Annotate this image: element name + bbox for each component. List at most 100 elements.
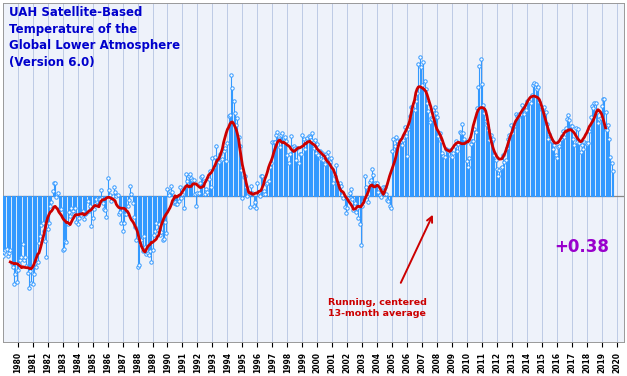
- Point: [85, 203, 95, 209]
- Point: [557, 133, 567, 139]
- Point: [169, 200, 179, 206]
- Point: [60, 238, 70, 244]
- Point: [221, 158, 231, 164]
- Point: [145, 248, 155, 254]
- Point: [121, 211, 131, 217]
- Point: [69, 211, 79, 217]
- Point: [589, 100, 599, 106]
- Point: [189, 177, 199, 183]
- Point: [594, 117, 604, 123]
- Point: [1, 246, 11, 252]
- Point: [286, 133, 296, 139]
- Point: [55, 206, 65, 212]
- Point: [364, 199, 374, 205]
- Point: [108, 193, 118, 199]
- Point: [41, 254, 51, 260]
- Point: [371, 182, 381, 188]
- Point: [186, 175, 196, 181]
- Point: [220, 144, 230, 150]
- Point: [165, 188, 175, 194]
- Point: [20, 254, 30, 260]
- Point: [584, 128, 594, 134]
- Point: [330, 173, 340, 179]
- Point: [422, 100, 432, 106]
- Point: [308, 145, 319, 151]
- Point: [303, 133, 314, 139]
- Point: [49, 180, 59, 186]
- Point: [0, 253, 8, 259]
- Point: [476, 56, 486, 62]
- Point: [216, 156, 226, 162]
- Point: [84, 208, 94, 214]
- Point: [3, 253, 13, 259]
- Text: UAH Satellite-Based
Temperature of the
Global Lower Atmosphere
(Version 6.0): UAH Satellite-Based Temperature of the G…: [9, 6, 180, 69]
- Point: [431, 110, 441, 116]
- Point: [229, 97, 239, 103]
- Point: [418, 59, 428, 65]
- Point: [524, 98, 534, 104]
- Point: [572, 139, 582, 145]
- Point: [507, 130, 517, 136]
- Point: [236, 167, 246, 173]
- Point: [82, 209, 92, 215]
- Point: [578, 146, 588, 152]
- Point: [462, 158, 472, 164]
- Point: [383, 198, 393, 204]
- Point: [561, 125, 571, 131]
- Point: [63, 221, 73, 227]
- Point: [433, 133, 443, 139]
- Point: [117, 220, 127, 226]
- Point: [34, 240, 44, 246]
- Point: [191, 203, 201, 209]
- Point: [19, 257, 29, 263]
- Point: [586, 114, 596, 120]
- Point: [246, 183, 256, 189]
- Point: [359, 198, 369, 204]
- Point: [93, 202, 103, 208]
- Point: [51, 194, 61, 200]
- Point: [522, 98, 532, 104]
- Point: [89, 206, 99, 212]
- Point: [74, 215, 84, 221]
- Point: [547, 138, 557, 144]
- Point: [482, 121, 492, 127]
- Point: [325, 159, 335, 165]
- Point: [443, 149, 453, 155]
- Point: [271, 132, 281, 138]
- Point: [204, 176, 214, 182]
- Point: [127, 200, 137, 206]
- Point: [317, 150, 327, 156]
- Point: [552, 155, 562, 161]
- Point: [296, 152, 306, 158]
- Point: [260, 191, 270, 197]
- Point: [355, 221, 365, 227]
- Point: [175, 183, 185, 190]
- Point: [268, 139, 278, 145]
- Point: [46, 199, 56, 205]
- Point: [161, 230, 171, 236]
- Point: [194, 190, 204, 196]
- Point: [457, 121, 467, 127]
- Point: [556, 136, 566, 142]
- Point: [226, 72, 236, 78]
- Point: [0, 249, 9, 255]
- Point: [248, 203, 258, 209]
- Point: [347, 196, 357, 202]
- Point: [312, 141, 322, 147]
- Point: [504, 132, 514, 138]
- Point: [280, 134, 290, 140]
- Point: [388, 136, 398, 143]
- Point: [404, 114, 414, 120]
- Point: [500, 157, 510, 163]
- Point: [179, 206, 189, 212]
- Point: [255, 193, 265, 199]
- Point: [477, 82, 487, 88]
- Point: [356, 242, 366, 248]
- Point: [505, 122, 515, 128]
- Point: [234, 134, 244, 140]
- Point: [568, 136, 578, 142]
- Point: [103, 175, 113, 181]
- Point: [603, 122, 613, 128]
- Point: [10, 271, 20, 277]
- Point: [419, 78, 429, 84]
